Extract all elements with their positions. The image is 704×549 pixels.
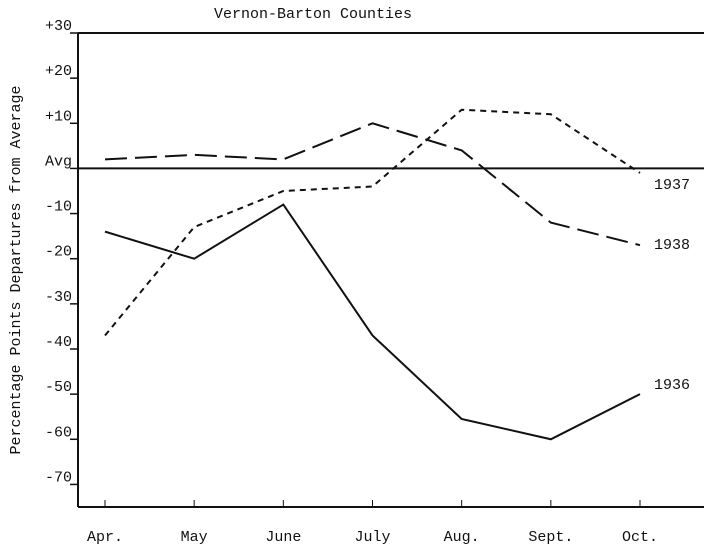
x-tick-label: Oct. (622, 529, 658, 546)
y-tick-label: +10 (45, 108, 72, 125)
y-axis-label: Percentage Points Departures from Averag… (8, 85, 25, 454)
series-label: 1937 (654, 177, 690, 194)
y-tick-label: +20 (45, 63, 72, 80)
x-tick-label: Sept. (528, 529, 573, 546)
series-label: 1936 (654, 377, 690, 394)
y-tick-label: -60 (45, 424, 72, 441)
series-line (104, 122, 641, 247)
y-tick-label: Avg (45, 153, 72, 170)
x-tick-label: Apr. (87, 529, 123, 546)
y-tick-label: -10 (45, 199, 72, 216)
series-line (104, 203, 641, 441)
y-tick-label: -50 (45, 379, 72, 396)
x-tick-label: May (181, 529, 208, 546)
y-tick-label: +30 (45, 18, 72, 35)
y-tick-label: -20 (45, 244, 72, 261)
chart-title: Vernon-Barton Counties (214, 6, 412, 23)
y-tick-label: -30 (45, 289, 72, 306)
series-label: 1938 (654, 237, 690, 254)
x-tick-label: Aug. (444, 529, 480, 546)
series-line (104, 108, 641, 337)
x-tick-label: July (354, 529, 390, 546)
x-tick-label: June (265, 529, 301, 546)
y-tick-label: -70 (45, 469, 72, 486)
y-tick-label: -40 (45, 334, 72, 351)
